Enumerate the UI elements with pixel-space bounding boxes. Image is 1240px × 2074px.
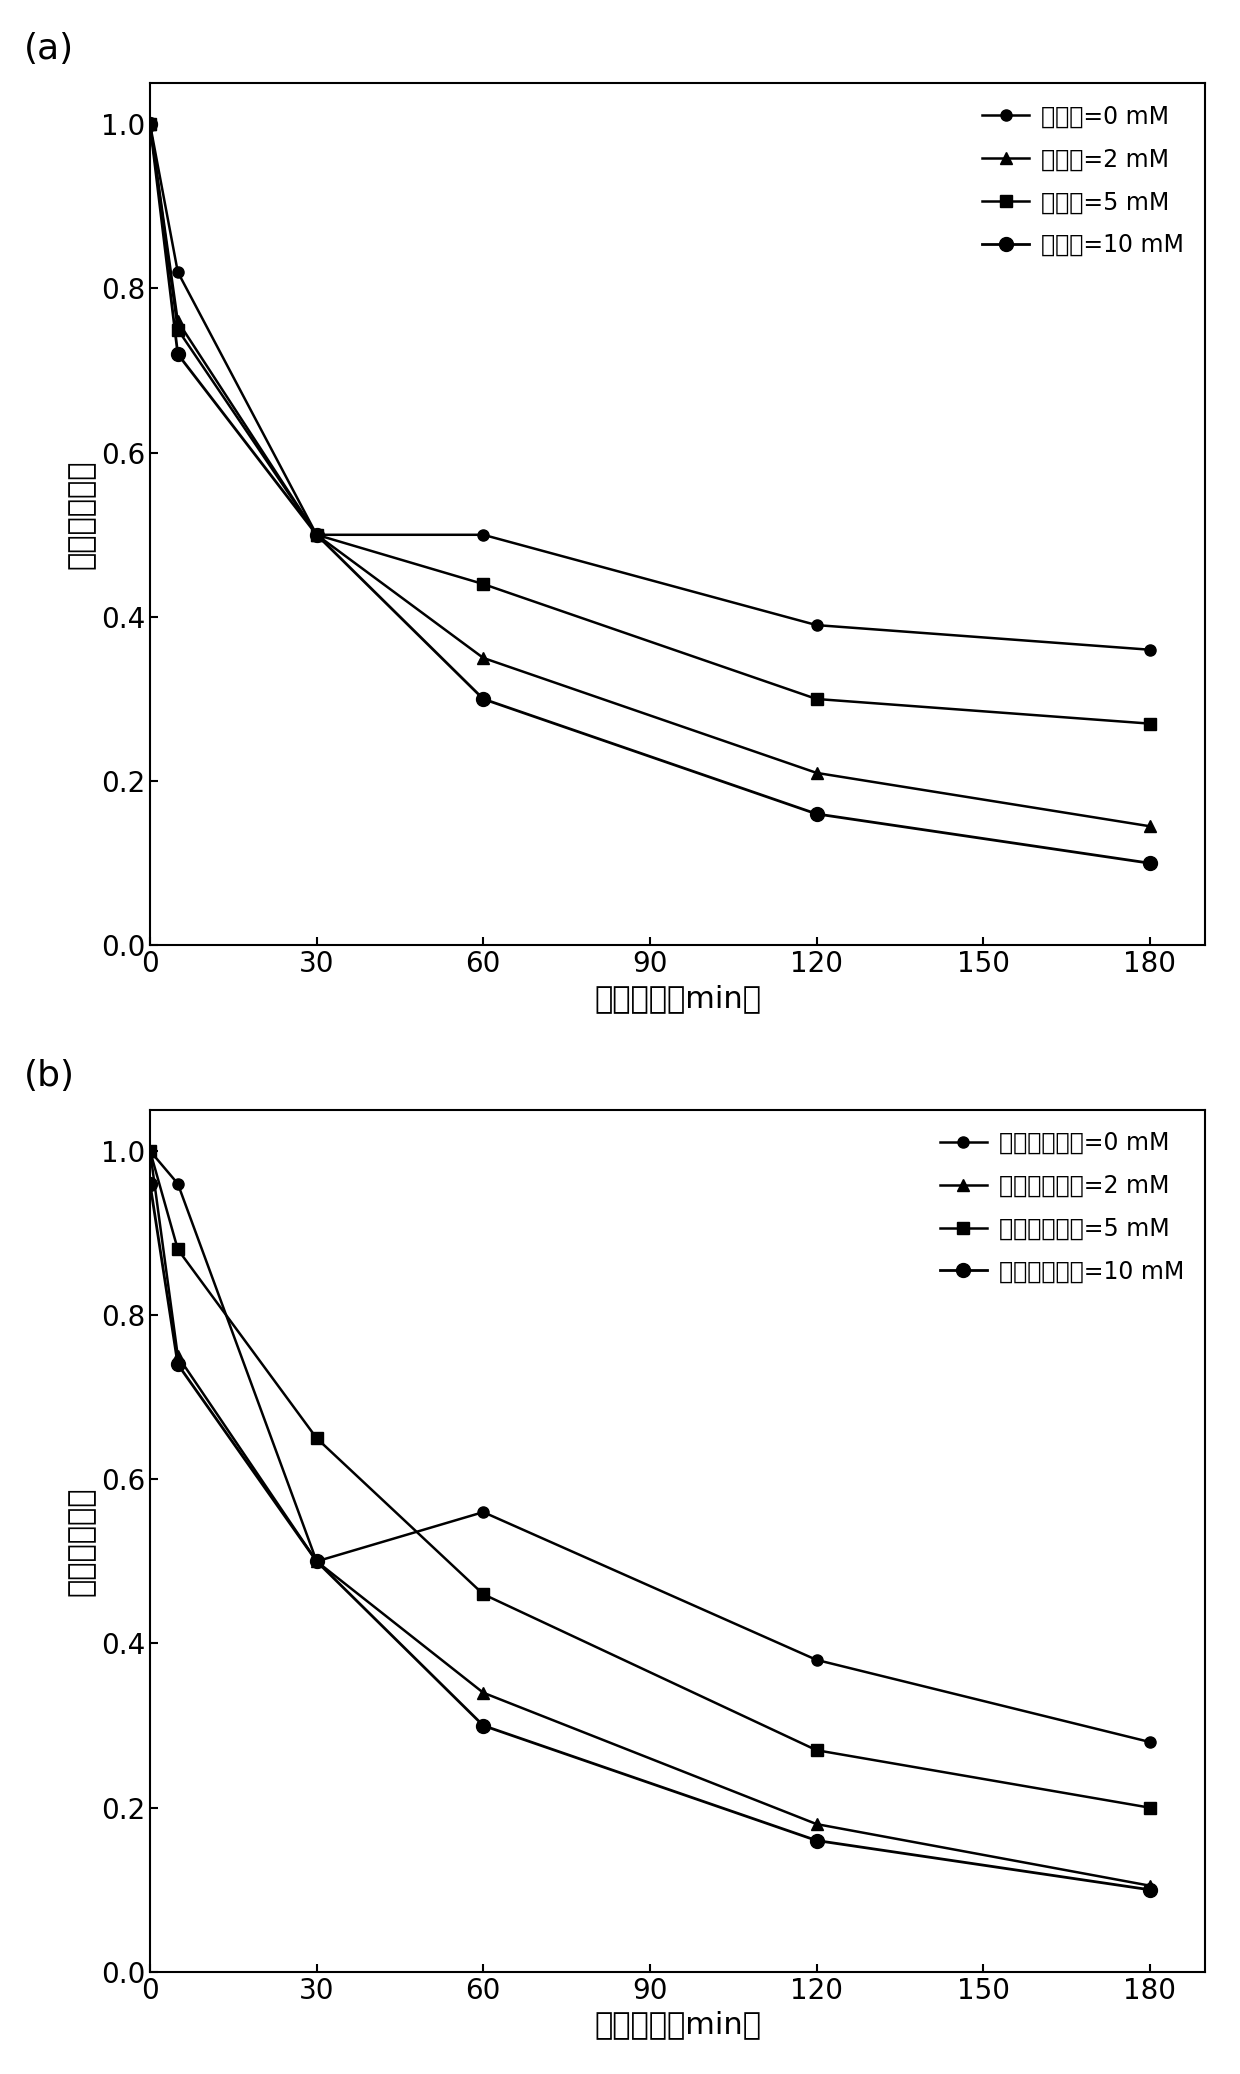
氯离子=2 mM — [1142, 813, 1157, 838]
碳酸氢根离子=10 mM — [476, 1713, 491, 1738]
Text: (b): (b) — [24, 1058, 74, 1093]
碳酸氢根离子=0 mM — [170, 1172, 185, 1197]
Y-axis label: 剩余泛影酸钔: 剩余泛影酸钔 — [66, 1487, 95, 1595]
氯离子=5 mM — [476, 572, 491, 597]
碳酸氢根离子=2 mM — [1142, 1873, 1157, 1898]
Line: 碳酸氢根离子=5 mM: 碳酸氢根离子=5 mM — [145, 1145, 1156, 1813]
Legend: 碳酸氢根离子=0 mM, 碳酸氢根离子=2 mM, 碳酸氢根离子=5 mM, 碳酸氢根离子=10 mM: 碳酸氢根离子=0 mM, 碳酸氢根离子=2 mM, 碳酸氢根离子=5 mM, 碳… — [930, 1122, 1193, 1294]
氯离子=10 mM — [143, 112, 157, 137]
碳酸氢根离子=2 mM — [143, 1139, 157, 1164]
氯离子=10 mM — [309, 523, 324, 548]
Line: 碳酸氢根离子=0 mM: 碳酸氢根离子=0 mM — [145, 1145, 1156, 1748]
X-axis label: 反应时间（min）: 反应时间（min） — [594, 2010, 761, 2039]
碳酸氢根离子=0 mM — [476, 1500, 491, 1524]
氯离子=0 mM — [808, 612, 823, 637]
碳酸氢根离子=2 mM — [170, 1344, 185, 1369]
氯离子=5 mM — [808, 686, 823, 711]
氯离子=5 mM — [1142, 711, 1157, 736]
碳酸氢根离子=10 mM — [143, 1172, 157, 1197]
碳酸氢根离子=10 mM — [1142, 1877, 1157, 1902]
氯离子=0 mM — [143, 112, 157, 137]
碳酸氢根离子=5 mM — [170, 1236, 185, 1261]
Legend: 氯离子=0 mM, 氯离子=2 mM, 氯离子=5 mM, 氯离子=10 mM: 氯离子=0 mM, 氯离子=2 mM, 氯离子=5 mM, 氯离子=10 mM — [972, 95, 1193, 268]
Line: 碳酸氢根离子=10 mM: 碳酸氢根离子=10 mM — [143, 1176, 1157, 1898]
氯离子=10 mM — [808, 801, 823, 825]
碳酸氢根离子=0 mM — [808, 1647, 823, 1672]
Line: 氯离子=5 mM: 氯离子=5 mM — [145, 118, 1156, 730]
碳酸氢根离子=2 mM — [309, 1549, 324, 1574]
氯离子=0 mM — [476, 523, 491, 548]
碳酸氢根离子=5 mM — [476, 1582, 491, 1607]
X-axis label: 反应时间（min）: 反应时间（min） — [594, 983, 761, 1012]
氯离子=2 mM — [143, 112, 157, 137]
氯离子=0 mM — [309, 523, 324, 548]
碳酸氢根离子=0 mM — [1142, 1730, 1157, 1755]
碳酸氢根离子=5 mM — [1142, 1796, 1157, 1821]
Text: (a): (a) — [24, 31, 73, 66]
氯离子=10 mM — [1142, 850, 1157, 875]
碳酸氢根离子=2 mM — [808, 1813, 823, 1838]
氯离子=0 mM — [170, 259, 185, 284]
氯离子=5 mM — [309, 523, 324, 548]
碳酸氢根离子=10 mM — [808, 1827, 823, 1852]
氯离子=10 mM — [170, 342, 185, 367]
氯离子=2 mM — [170, 309, 185, 334]
碳酸氢根离子=2 mM — [476, 1680, 491, 1705]
Line: 氯离子=10 mM: 氯离子=10 mM — [143, 118, 1157, 871]
碳酸氢根离子=10 mM — [170, 1352, 185, 1377]
碳酸氢根离子=0 mM — [143, 1139, 157, 1164]
碳酸氢根离子=5 mM — [808, 1738, 823, 1763]
氯离子=5 mM — [143, 112, 157, 137]
Y-axis label: 剩余泛影酸钔: 剩余泛影酸钔 — [66, 460, 95, 568]
氯离子=10 mM — [476, 686, 491, 711]
Line: 氯离子=2 mM: 氯离子=2 mM — [145, 118, 1156, 832]
氯离子=5 mM — [170, 317, 185, 342]
碳酸氢根离子=5 mM — [309, 1425, 324, 1450]
氯离子=0 mM — [1142, 637, 1157, 662]
Line: 氯离子=0 mM: 氯离子=0 mM — [145, 118, 1156, 655]
Line: 碳酸氢根离子=2 mM: 碳酸氢根离子=2 mM — [145, 1145, 1156, 1891]
氯离子=2 mM — [808, 761, 823, 786]
氯离子=2 mM — [309, 523, 324, 548]
碳酸氢根离子=0 mM — [309, 1549, 324, 1574]
碳酸氢根离子=5 mM — [143, 1139, 157, 1164]
氯离子=2 mM — [476, 645, 491, 670]
碳酸氢根离子=10 mM — [309, 1549, 324, 1574]
